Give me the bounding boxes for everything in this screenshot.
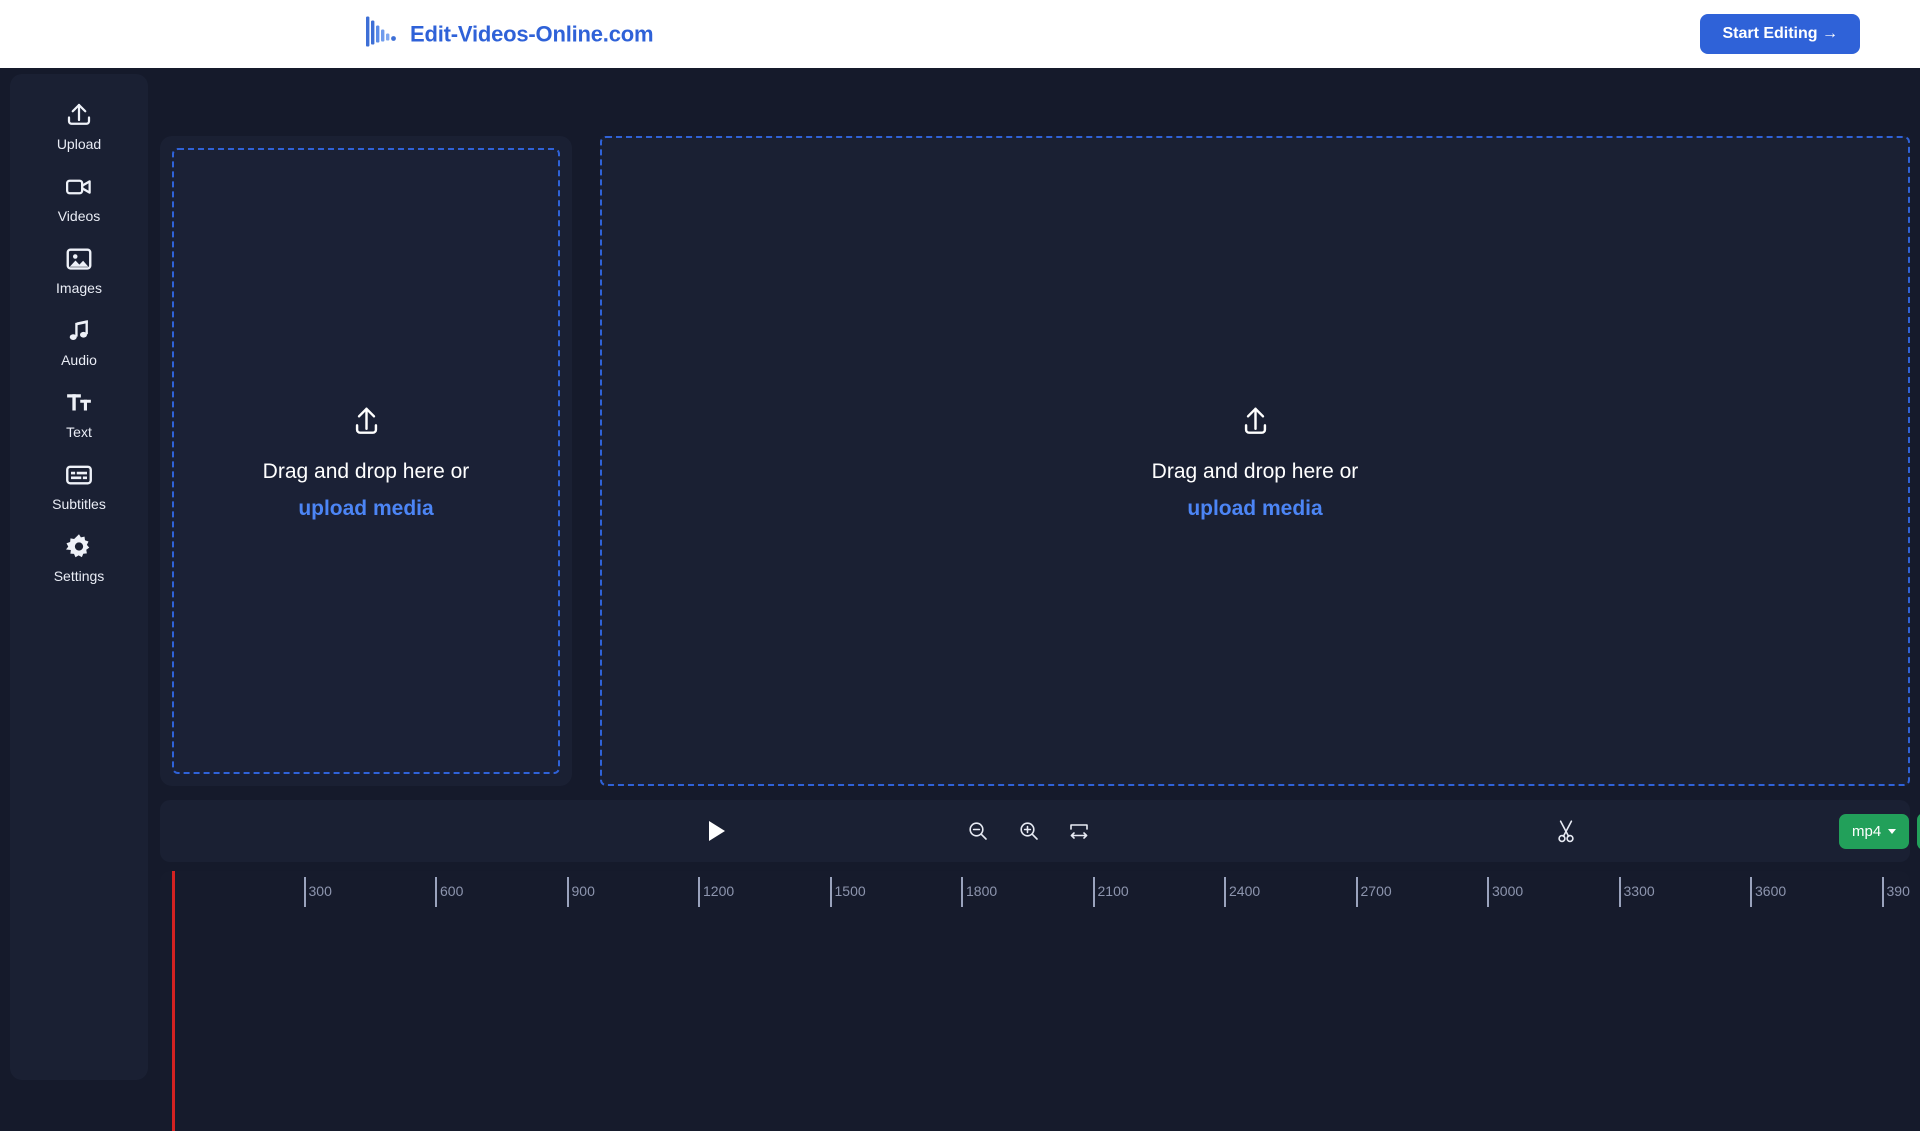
- ruler-tick-label: 1800: [966, 883, 998, 899]
- ruler-tick-label: 600: [440, 883, 464, 899]
- app-header: Edit-Videos-Online.com Start Editing →: [0, 0, 1920, 68]
- dropzone-title: Drag and drop here or: [262, 459, 470, 483]
- ruler-tick-label: 1500: [834, 883, 866, 899]
- ruler-tick-line: [1355, 877, 1358, 907]
- ruler-tick-label: 1200: [703, 883, 735, 899]
- sidebar-item-label: Images: [56, 280, 102, 296]
- sidebar-item-label: Subtitles: [52, 496, 106, 512]
- ruler-tick-line: [1618, 877, 1621, 907]
- ruler-tick-line: [961, 877, 963, 907]
- download-video-button[interactable]: Download Video: [1917, 812, 1920, 850]
- zoom-in-button[interactable]: [1017, 819, 1041, 843]
- sidebar-item-label: Upload: [56, 136, 102, 152]
- preview-panel: Drag and drop here or upload media: [600, 136, 1910, 786]
- ruler-tick-label: 3000: [1492, 883, 1524, 899]
- sidebar-item-audio[interactable]: Audio: [10, 306, 148, 378]
- ruler-tick-line: [829, 877, 832, 907]
- timeline-panel[interactable]: 300 600 900 1200 1500 1800 2100 2400 2700 3000 330…: [160, 871, 1910, 1131]
- dropzone-title: Drag and drop here or: [1151, 459, 1359, 483]
- ruler-tick-label: 3600: [1755, 883, 1787, 899]
- sidebar-item-videos[interactable]: Videos: [10, 162, 148, 234]
- ruler-tick-line: [566, 877, 569, 907]
- ruler-tick-label: 900: [571, 883, 595, 899]
- ruler-tick-line: [1092, 877, 1095, 907]
- audio-bars-logo-icon: [366, 13, 398, 56]
- sidebar-item-images[interactable]: Images: [10, 234, 148, 306]
- timeline-tracks[interactable]: [160, 915, 1910, 1131]
- sidebar-item-settings[interactable]: Settings: [10, 522, 148, 594]
- upload-media-link[interactable]: upload media: [298, 496, 434, 520]
- play-button[interactable]: [706, 819, 728, 843]
- image-icon: [64, 242, 94, 276]
- text-tt-icon: [64, 386, 94, 420]
- video-camera-icon: [64, 170, 94, 204]
- media-library-panel: Drag and drop here or upload media: [160, 136, 572, 786]
- ruler-tick-label: 300: [308, 883, 332, 899]
- timeline-ruler[interactable]: 300 600 900 1200 1500 1800 2100 2400 2700 3000 330…: [160, 871, 1910, 915]
- ruler-tick-label: 2400: [1229, 883, 1261, 899]
- ruler-tick-label: 3900: [1886, 883, 1911, 899]
- editor-area: Drag and drop here or upload media Drag …: [160, 74, 1920, 1131]
- subtitles-icon: [64, 458, 94, 492]
- upload-media-link[interactable]: upload media: [1187, 496, 1323, 520]
- sidebar-item-label: Videos: [57, 208, 101, 224]
- sidebar-item-upload[interactable]: Upload: [10, 90, 148, 162]
- gear-icon: [64, 530, 94, 564]
- ruler-tick-label: 3300: [1623, 883, 1655, 899]
- ruler-tick-label: 2700: [1360, 883, 1392, 899]
- editor-toolbar: mp4 Download Video: [160, 800, 1920, 862]
- export-format-value: mp4: [1852, 822, 1882, 840]
- preview-dropzone[interactable]: Drag and drop here or upload media: [600, 136, 1910, 786]
- ruler-tick-line: [1224, 877, 1226, 907]
- sidebar-item-text[interactable]: Text: [10, 378, 148, 450]
- sidebar: Upload Videos Images: [10, 74, 148, 1080]
- fit-to-width-button[interactable]: [1067, 819, 1091, 843]
- sidebar-item-label: Settings: [53, 568, 105, 584]
- preview-row: Drag and drop here or upload media Drag …: [160, 136, 1910, 786]
- zoom-out-button[interactable]: [966, 819, 990, 843]
- media-library-dropzone[interactable]: Drag and drop here or upload media: [172, 148, 560, 774]
- ruler-tick-line: [1881, 877, 1884, 907]
- upload-icon: [347, 402, 386, 446]
- sidebar-item-label: Text: [66, 424, 92, 440]
- upload-icon: [1236, 402, 1275, 446]
- app-body: Upload Videos Images: [0, 68, 1920, 1131]
- ruler-tick-line: [303, 877, 306, 907]
- timeline-playhead[interactable]: [172, 871, 175, 1131]
- brand: Edit-Videos-Online.com: [366, 13, 654, 56]
- sidebar-item-subtitles[interactable]: Subtitles: [10, 450, 148, 522]
- scissors-button[interactable]: [1554, 818, 1578, 844]
- upload-icon: [64, 98, 94, 132]
- brand-name: Edit-Videos-Online.com: [410, 21, 654, 46]
- export-format-select[interactable]: mp4: [1839, 813, 1910, 849]
- ruler-tick-line: [698, 877, 700, 907]
- sidebar-item-label: Audio: [61, 352, 97, 368]
- ruler-tick-line: [435, 877, 437, 907]
- ruler-tick-line: [1750, 877, 1752, 907]
- ruler-tick-label: 2100: [1097, 883, 1129, 899]
- ruler-tick-line: [1487, 877, 1489, 907]
- start-editing-button[interactable]: Start Editing →: [1700, 14, 1860, 54]
- chevron-down-icon: [1888, 828, 1897, 834]
- music-note-icon: [64, 314, 94, 348]
